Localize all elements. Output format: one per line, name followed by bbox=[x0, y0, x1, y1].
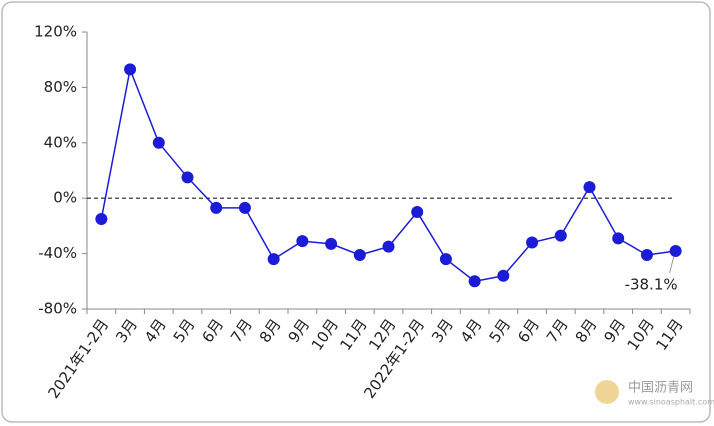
watermark-logo bbox=[595, 380, 619, 404]
marker bbox=[640, 248, 653, 261]
marker bbox=[526, 236, 539, 249]
marker bbox=[497, 269, 510, 282]
x-tick-label: 10月 bbox=[624, 316, 658, 354]
marker bbox=[669, 244, 682, 257]
x-tick-label: 3月 bbox=[428, 316, 457, 346]
x-tick-label: 5月 bbox=[485, 316, 514, 346]
x-tick-label: 8月 bbox=[256, 316, 285, 346]
x-tick-label: 6月 bbox=[514, 316, 543, 346]
x-tick-label: 7月 bbox=[543, 316, 572, 346]
marker bbox=[124, 63, 137, 76]
y-tick-label: 120% bbox=[34, 23, 77, 41]
x-tick-label: 8月 bbox=[572, 316, 601, 346]
y-tick-label: -40% bbox=[38, 244, 77, 262]
marker bbox=[267, 253, 280, 266]
marker bbox=[439, 253, 452, 266]
watermark-url: www.sinoasphalt.com bbox=[628, 398, 714, 407]
marker bbox=[95, 212, 108, 225]
y-tick-label: 80% bbox=[44, 78, 77, 96]
marker bbox=[152, 136, 165, 149]
y-tick-label: 0% bbox=[53, 189, 77, 207]
x-tick-label: 2021年1-2月 bbox=[44, 316, 112, 402]
marker bbox=[296, 235, 309, 248]
x-tick-label: 10月 bbox=[308, 316, 342, 354]
marker bbox=[210, 201, 223, 214]
marker bbox=[325, 237, 338, 250]
x-tick-label: 11月 bbox=[652, 316, 686, 354]
x-tick-label: 4月 bbox=[457, 316, 486, 346]
x-tick-label: 5月 bbox=[170, 316, 199, 346]
x-tick-label: 6月 bbox=[198, 316, 227, 346]
marker bbox=[468, 275, 481, 288]
label-leader bbox=[669, 256, 675, 274]
y-tick-label: -80% bbox=[38, 300, 77, 318]
marker bbox=[583, 181, 596, 194]
marker bbox=[382, 240, 395, 253]
x-tick-label: 11月 bbox=[336, 316, 370, 354]
x-tick-label: 7月 bbox=[227, 316, 256, 346]
marker bbox=[353, 248, 366, 261]
marker bbox=[612, 232, 625, 245]
x-tick-label: 3月 bbox=[112, 316, 141, 346]
y-tick-label: 40% bbox=[44, 133, 77, 151]
marker bbox=[411, 206, 424, 219]
marker bbox=[554, 229, 567, 242]
marker bbox=[238, 201, 251, 214]
x-tick-label: 4月 bbox=[141, 316, 170, 346]
marker bbox=[181, 171, 194, 184]
value-label: -38.1% bbox=[625, 275, 678, 293]
watermark: 中国沥青网 bbox=[628, 381, 693, 396]
